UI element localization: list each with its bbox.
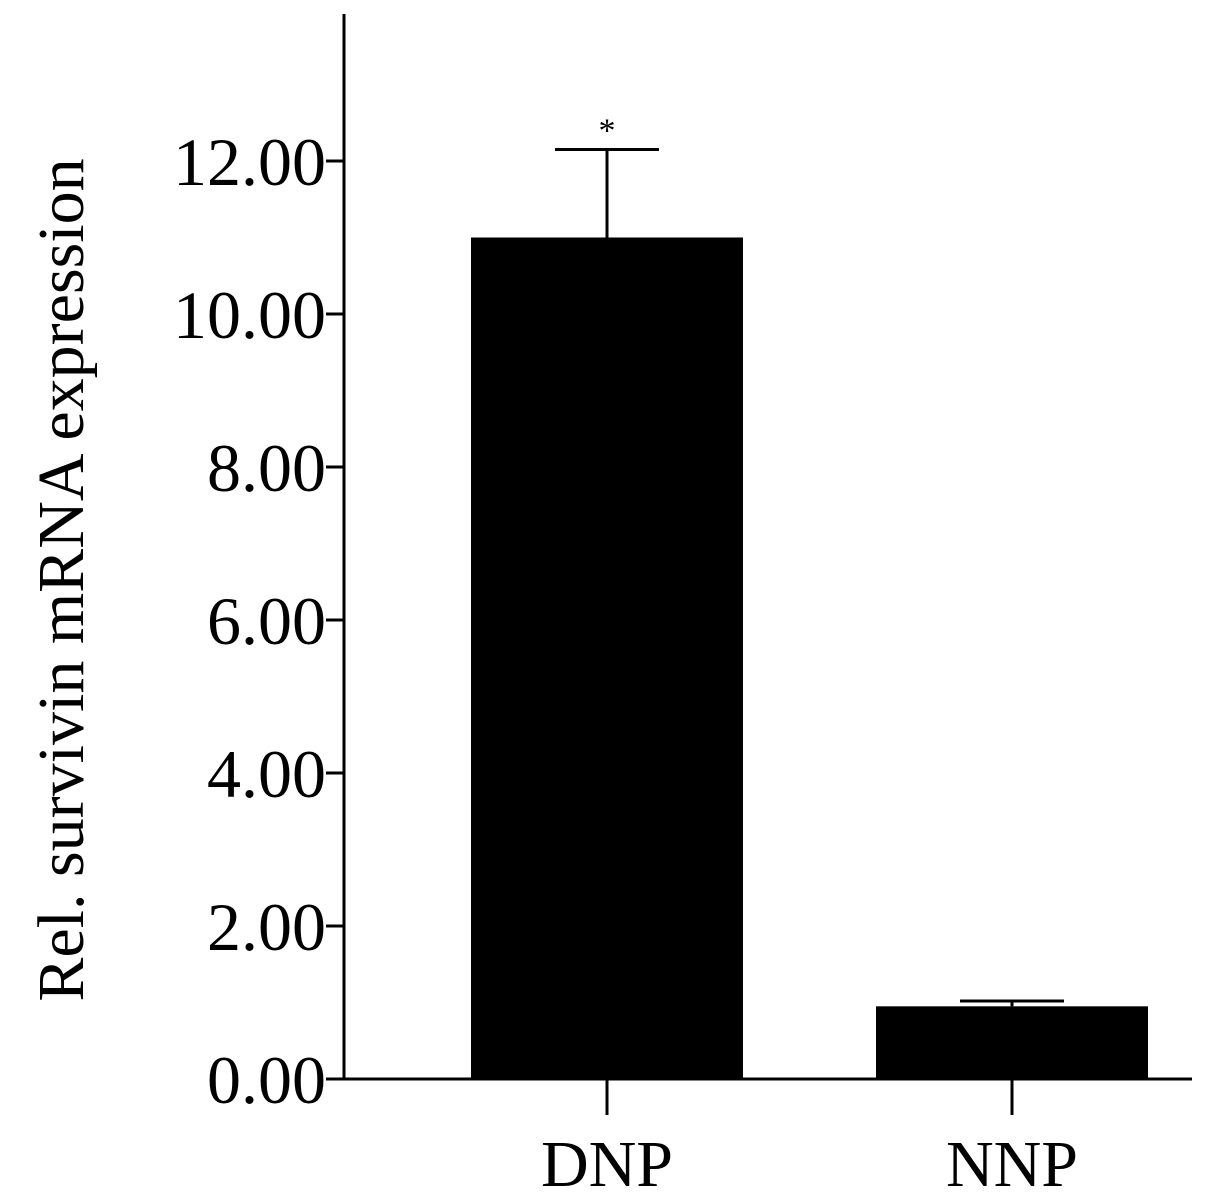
x-tick-label: NNP (946, 1128, 1078, 1201)
x-axis-ticks: DNP NNP (541, 1079, 1078, 1201)
y-tick-label: 12.00 (173, 124, 326, 200)
x-tick-label: DNP (541, 1128, 673, 1201)
y-tick-label: 4.00 (207, 736, 326, 812)
y-axis-label: Rel. survivin mRNA expression (25, 158, 98, 1001)
y-axis-ticks: 0.00 2.00 4.00 6.00 8.00 10.00 12.00 (173, 124, 344, 1118)
bar-dnp (471, 237, 743, 1079)
significance-marker: * (599, 113, 616, 150)
y-tick-label: 8.00 (207, 430, 326, 506)
bar-nnp (876, 1006, 1148, 1079)
y-tick-label: 0.00 (207, 1042, 326, 1118)
y-tick-label: 10.00 (173, 277, 326, 353)
bars: * (471, 113, 1148, 1079)
y-tick-label: 6.00 (207, 583, 326, 659)
y-tick-label: 2.00 (207, 889, 326, 965)
